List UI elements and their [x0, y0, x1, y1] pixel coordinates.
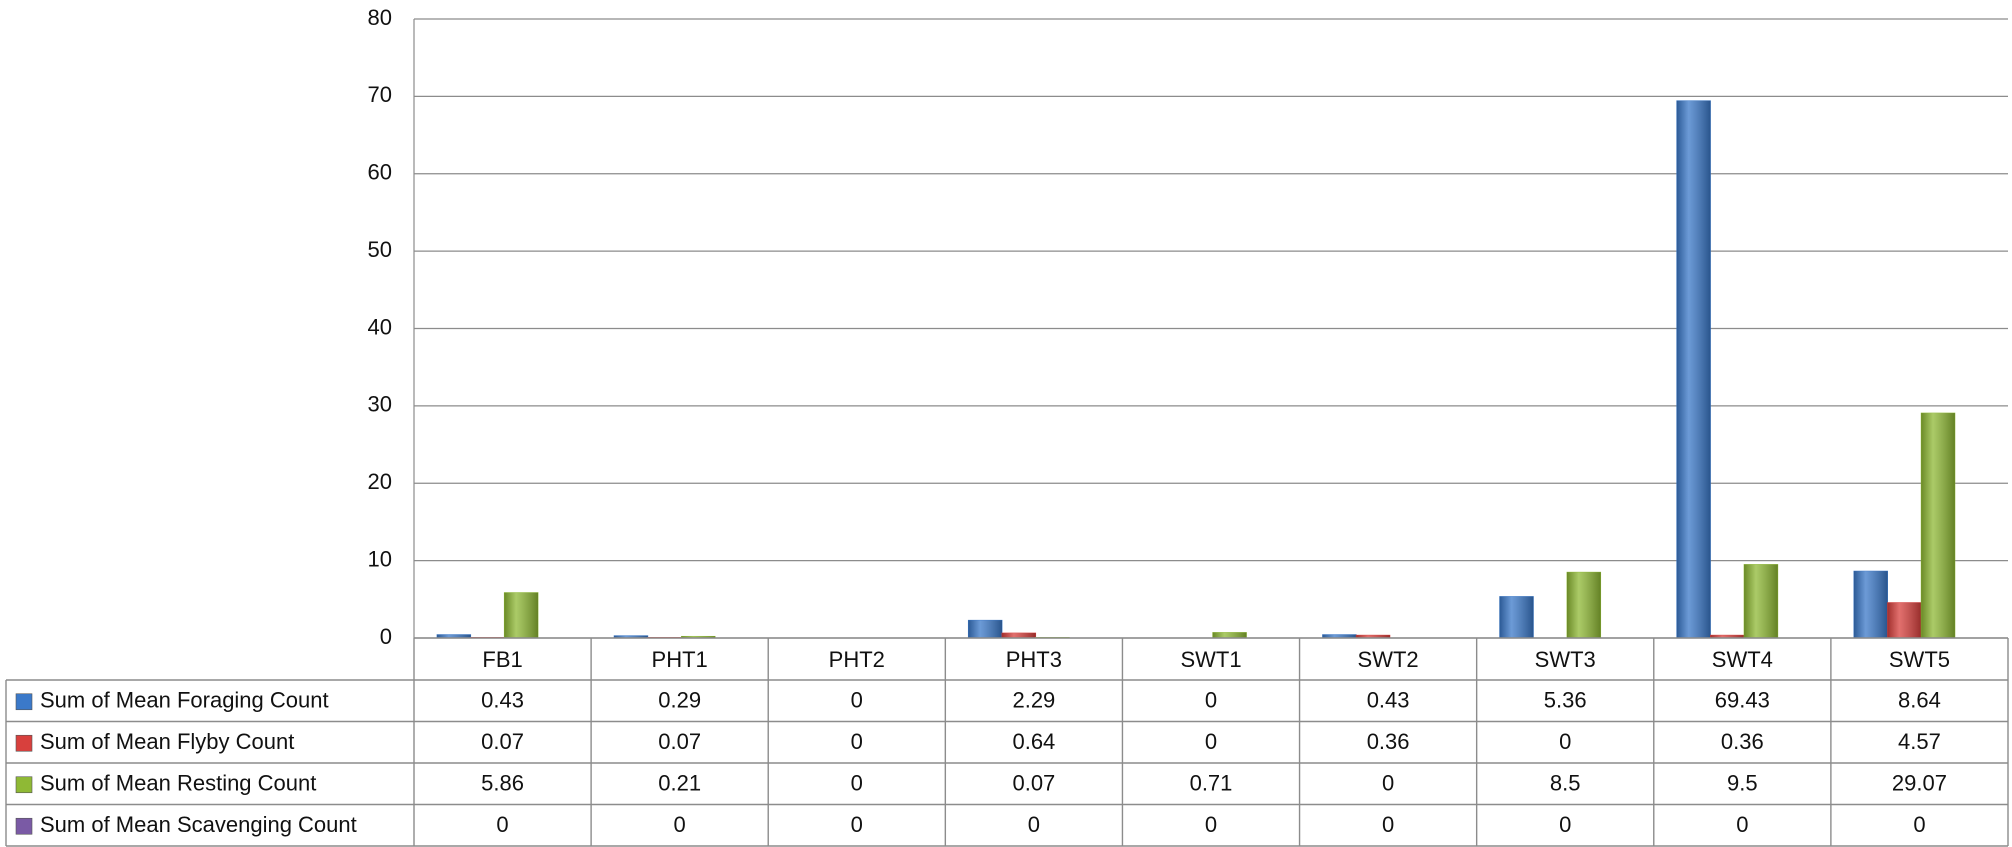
- y-tick-label: 40: [368, 314, 392, 339]
- table-value: 0: [851, 771, 863, 796]
- y-tick-label: 0: [380, 624, 392, 649]
- bar-shade: [1744, 564, 1778, 638]
- table-value: 0: [1382, 771, 1394, 796]
- bar-shade: [437, 634, 471, 638]
- legend-swatch: [15, 734, 33, 752]
- table-value: 0: [1205, 812, 1217, 837]
- table-value: 0.43: [481, 688, 524, 713]
- table-value: 0: [851, 688, 863, 713]
- table-value: 0: [1028, 812, 1040, 837]
- table-value: 0: [1913, 812, 1925, 837]
- table-value: 0.64: [1012, 729, 1055, 754]
- table-value: 8.64: [1898, 688, 1941, 713]
- bar-shade: [1853, 571, 1888, 638]
- bar-shade: [968, 620, 1003, 638]
- x-tick-label: PHT1: [652, 647, 708, 672]
- x-tick-label: PHT3: [1006, 647, 1062, 672]
- bar-shade: [1921, 413, 1955, 638]
- table-value: 29.07: [1892, 771, 1947, 796]
- bar-shade: [1676, 100, 1711, 638]
- bar-shade: [681, 636, 716, 638]
- legend-label: Sum of Mean Resting Count: [40, 771, 316, 796]
- table-value: 0.07: [481, 729, 524, 754]
- table-value: 2.29: [1012, 688, 1055, 713]
- x-tick-label: SWT4: [1712, 647, 1773, 672]
- table-value: 0.43: [1367, 688, 1410, 713]
- bar-shade: [1499, 596, 1534, 638]
- y-tick-label: 80: [368, 5, 392, 30]
- table-value: 0.07: [658, 729, 701, 754]
- table-value: 4.57: [1898, 729, 1941, 754]
- bar-shade: [1710, 635, 1745, 638]
- x-tick-label: SWT3: [1535, 647, 1596, 672]
- table-value: 0: [1205, 729, 1217, 754]
- legend-swatch: [15, 817, 33, 835]
- bar-shade: [1887, 602, 1922, 638]
- legend-label: Sum of Mean Scavenging Count: [40, 812, 357, 837]
- legend-swatch: [15, 776, 33, 794]
- legend-label: Sum of Mean Foraging Count: [40, 688, 329, 713]
- table-value: 9.5: [1727, 771, 1758, 796]
- table-value: 0: [1559, 812, 1571, 837]
- table-value: 8.5: [1550, 771, 1581, 796]
- bar-shade: [614, 635, 648, 638]
- x-tick-label: SWT2: [1358, 647, 1419, 672]
- table-value: 0.29: [658, 688, 701, 713]
- table-value: 0.07: [1012, 771, 1055, 796]
- table-value: 0.36: [1721, 729, 1764, 754]
- table-value: 0: [851, 812, 863, 837]
- bar-shade: [1322, 634, 1357, 638]
- y-tick-label: 10: [368, 546, 392, 571]
- table-value: 0: [1736, 812, 1748, 837]
- bar-shade: [1356, 635, 1390, 638]
- table-value: 69.43: [1715, 688, 1770, 713]
- y-tick-label: 50: [368, 237, 392, 262]
- legend-swatch: [15, 693, 33, 711]
- x-tick-label: PHT2: [829, 647, 885, 672]
- bar-shade: [1212, 632, 1247, 638]
- table-value: 0.71: [1190, 771, 1233, 796]
- x-tick-label: FB1: [482, 647, 522, 672]
- table-value: 0: [674, 812, 686, 837]
- table-value: 0.21: [658, 771, 701, 796]
- table-value: 5.36: [1544, 688, 1587, 713]
- legend-label: Sum of Mean Flyby Count: [40, 729, 294, 754]
- bar-shade: [504, 592, 538, 638]
- y-tick-label: 30: [368, 392, 392, 417]
- table-value: 0: [496, 812, 508, 837]
- y-tick-label: 60: [368, 160, 392, 185]
- x-tick-label: SWT5: [1889, 647, 1950, 672]
- table-value: 5.86: [481, 771, 524, 796]
- bar-shade: [1002, 633, 1036, 638]
- y-tick-label: 70: [368, 82, 392, 107]
- table-value: 0: [851, 729, 863, 754]
- table-value: 0.36: [1367, 729, 1410, 754]
- table-value: 0: [1559, 729, 1571, 754]
- table-value: 0: [1382, 812, 1394, 837]
- y-tick-label: 20: [368, 469, 392, 494]
- bar-shade: [1566, 572, 1601, 638]
- x-tick-label: SWT1: [1180, 647, 1241, 672]
- table-value: 0: [1205, 688, 1217, 713]
